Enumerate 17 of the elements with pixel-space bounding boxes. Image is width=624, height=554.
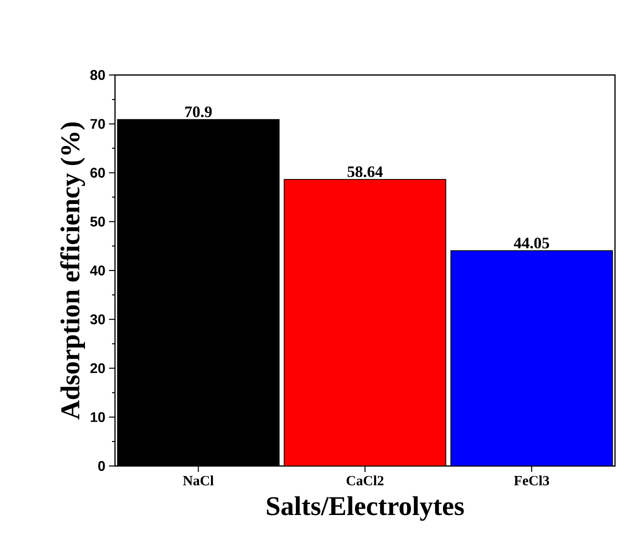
- y-tick-label: 50: [90, 216, 105, 227]
- x-tick-label: CaCl2: [346, 476, 384, 486]
- data-label: 58.64: [348, 166, 383, 178]
- data-label: 70.9: [185, 106, 212, 118]
- x-tick-label: NaCl: [183, 476, 214, 486]
- y-tick-label: 80: [90, 70, 105, 80]
- y-tick-label: 70: [90, 118, 105, 129]
- y-tick-label: 20: [90, 363, 105, 374]
- y-axis-title: Adsorption efficiency (%): [60, 122, 86, 420]
- y-tick-label: 0: [98, 461, 105, 471]
- data-label: 44.05: [514, 238, 550, 248]
- y-tick-label: 60: [90, 168, 105, 178]
- x-axis-title: Salts/Electrolytes: [266, 496, 464, 521]
- x-tick-label: FeCl3: [514, 476, 550, 486]
- y-tick-label: 40: [90, 266, 105, 276]
- y-tick-label: 30: [90, 314, 105, 324]
- y-tick-label: 10: [90, 412, 105, 422]
